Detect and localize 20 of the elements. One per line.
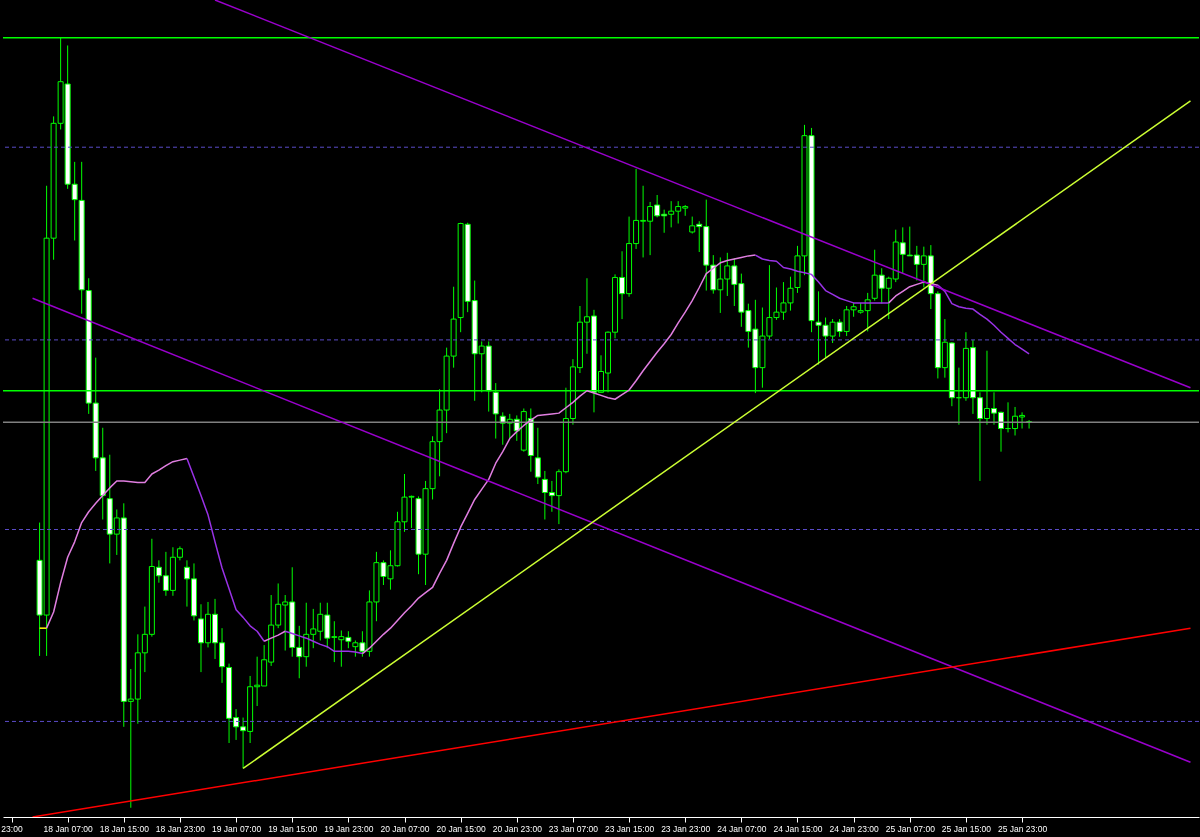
candlestick xyxy=(534,427,541,485)
x-tick-label: 19 Jan 07:00 xyxy=(212,823,262,834)
x-tick-label: 20 Jan 15:00 xyxy=(436,823,486,834)
x-tick-label: 24 Jan 07:00 xyxy=(717,823,767,834)
x-tick-label: 25 Jan 15:00 xyxy=(941,823,992,834)
x-tick-label: 19 Jan 15:00 xyxy=(268,823,318,834)
x-tick-label: 23:00 xyxy=(1,823,23,834)
x-tick-label: 18 Jan 15:00 xyxy=(99,823,150,834)
x-tick-label: 23 Jan 23:00 xyxy=(661,823,711,834)
x-tick-label: 23 Jan 07:00 xyxy=(548,823,599,834)
x-tick-label: 25 Jan 23:00 xyxy=(997,823,1048,834)
x-tick-label: 24 Jan 15:00 xyxy=(773,823,823,834)
x-tick-label: 20 Jan 07:00 xyxy=(380,823,430,834)
x-tick-label: 25 Jan 07:00 xyxy=(885,823,936,834)
x-tick-label: 18 Jan 07:00 xyxy=(43,823,93,834)
x-tick-label: 20 Jan 23:00 xyxy=(492,823,543,834)
x-tick-label: 24 Jan 23:00 xyxy=(829,823,879,834)
x-tick-label: 23 Jan 15:00 xyxy=(604,823,655,834)
x-tick-label: 18 Jan 23:00 xyxy=(155,823,206,834)
x-tick-label: 19 Jan 23:00 xyxy=(324,823,374,834)
